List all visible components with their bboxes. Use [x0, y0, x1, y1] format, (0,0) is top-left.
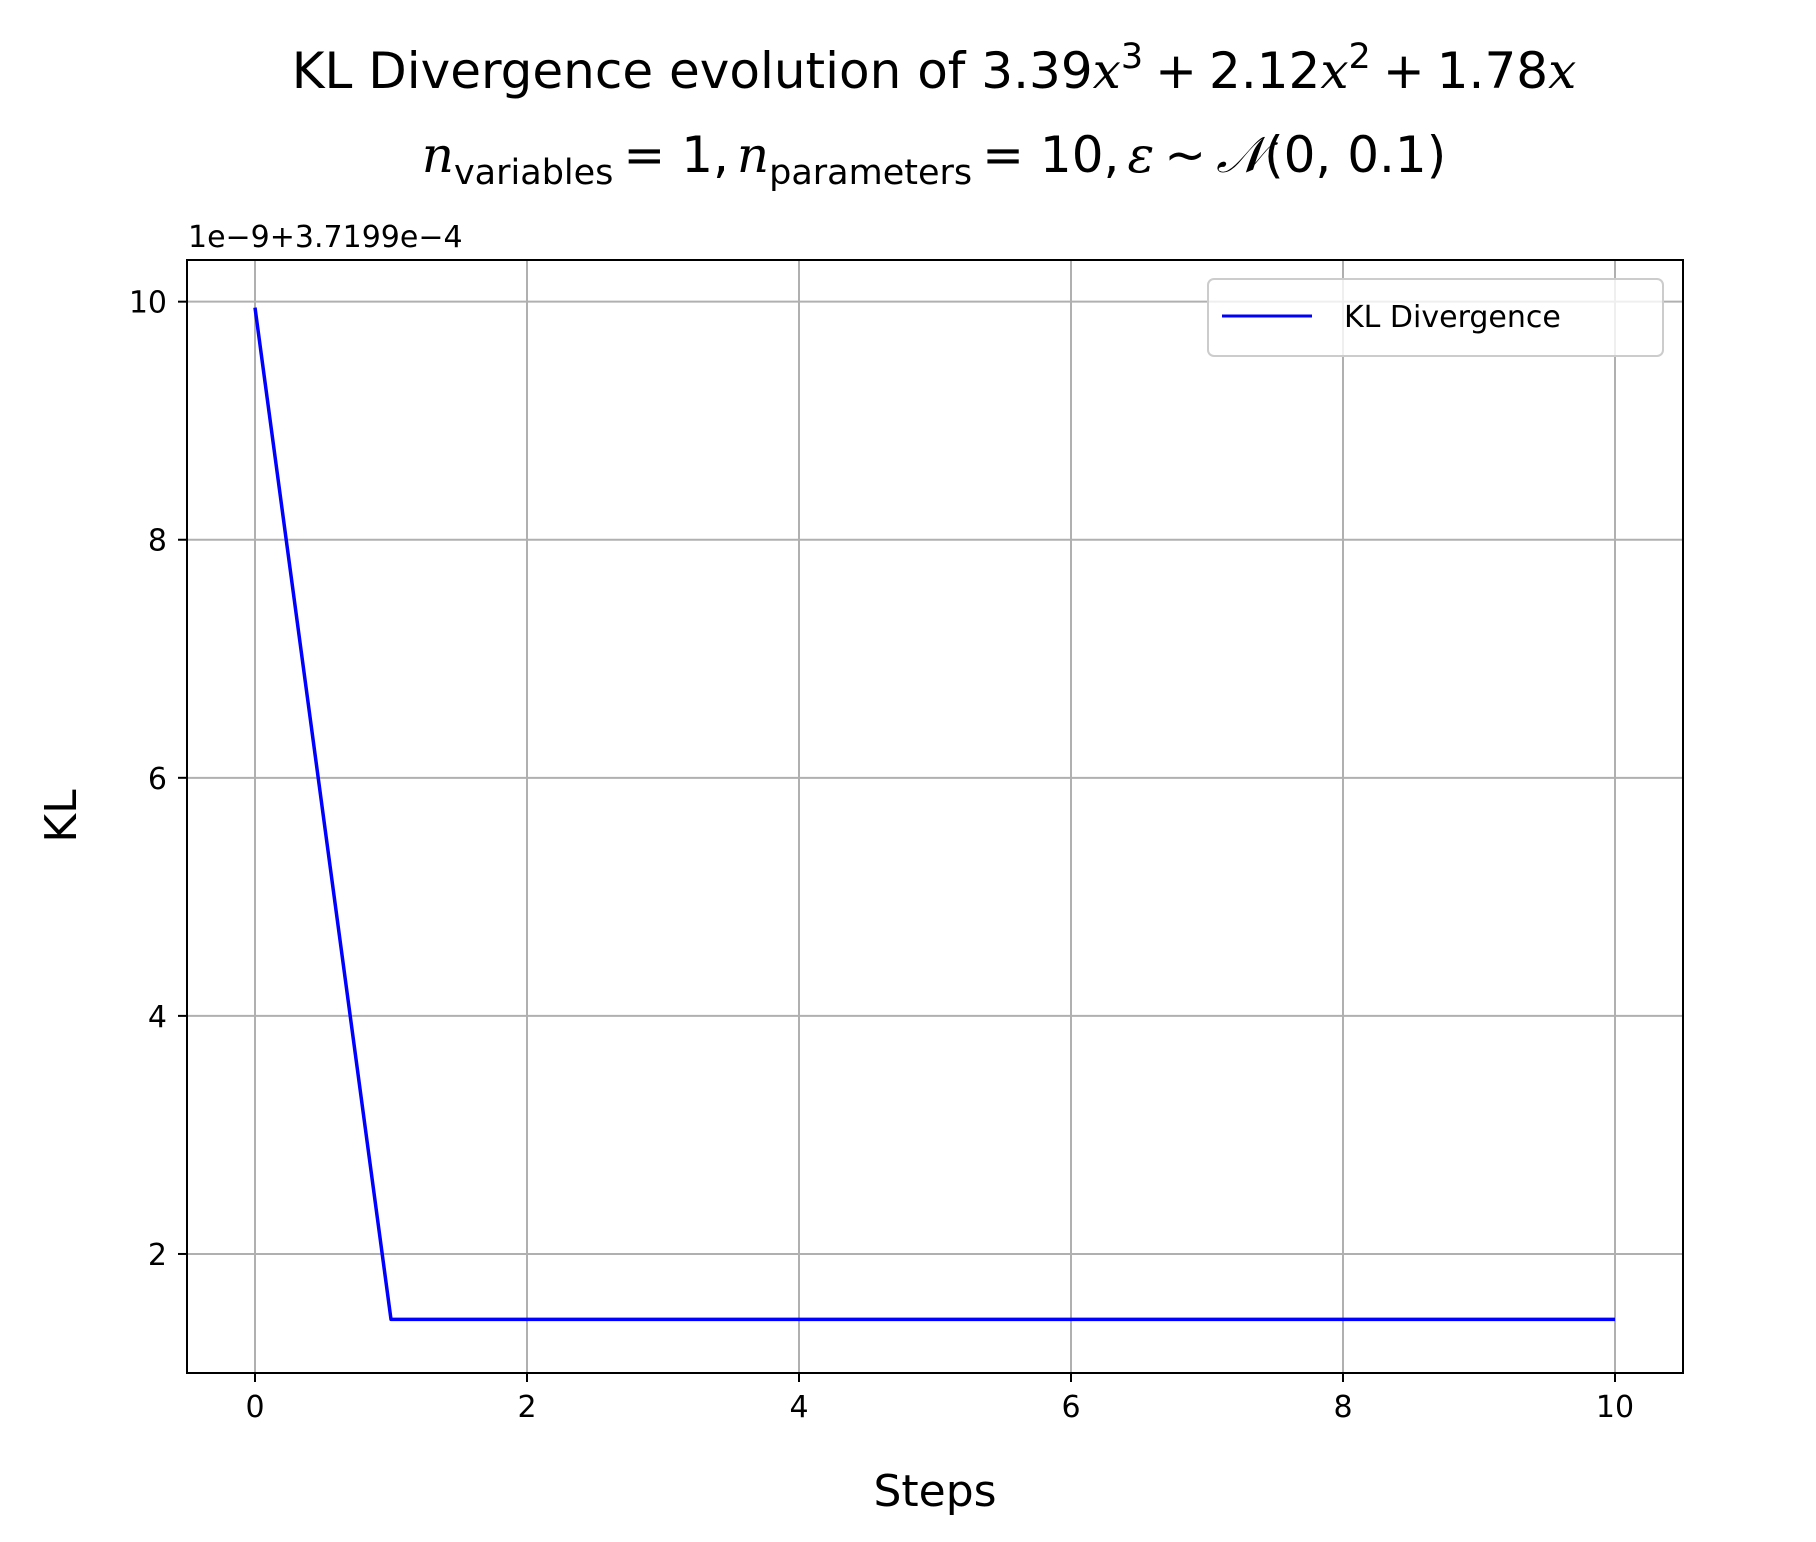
- y-axis-label: KL: [36, 789, 87, 843]
- chart-title-line-1: KL Divergence evolution of 3.39x3 +2.12x2…: [292, 37, 1577, 100]
- title-coef-3: 3.39: [981, 42, 1092, 100]
- title-sub-variables: variables: [454, 153, 613, 193]
- title-normal-args: (0, 0.1): [1264, 126, 1446, 184]
- legend-box: [1207, 278, 1664, 357]
- y-tick-label: 2: [148, 1238, 167, 1273]
- x-tick-label: 10: [1596, 1390, 1634, 1425]
- title-exp-3: 3: [1121, 37, 1143, 77]
- chart-title-line-2: nvariables = 1, nparameters = 10, ε ~ 𝒩(0, 0.1…: [422, 126, 1446, 193]
- x-tick-label: 2: [517, 1390, 536, 1425]
- x-tick-label: 8: [1333, 1390, 1352, 1425]
- title-var-1: x: [1548, 42, 1576, 100]
- title-epsilon: ε: [1127, 126, 1154, 184]
- x-tick-label: 6: [1061, 1390, 1080, 1425]
- y-tick-label: 10: [129, 286, 167, 321]
- title-coef-2: 2.12: [1209, 42, 1320, 100]
- axis-ticks: 0 2 4 6 8 10 2 4 6 8 10: [129, 286, 1634, 1425]
- series-line-kl-divergence: [253, 307, 1615, 1322]
- y-offset-label: 1e−9+3.7199e−4: [188, 220, 463, 255]
- title-tilde: ~: [1164, 126, 1206, 184]
- x-axis-label: Steps: [873, 1466, 996, 1517]
- title-plus-2: +: [1383, 42, 1425, 100]
- title-n-params: n: [737, 126, 769, 184]
- title-n-vars: n: [422, 126, 454, 184]
- title-coef-1: 1.78: [1437, 42, 1548, 100]
- legend-label-kl-divergence: KL Divergence: [1344, 300, 1561, 335]
- legend: KL Divergence: [1207, 278, 1664, 357]
- y-tick-label: 8: [148, 524, 167, 559]
- title-eq-1: = 1,: [623, 126, 729, 184]
- grid-lines: [187, 260, 1683, 1373]
- title-exp-2: 2: [1349, 37, 1371, 77]
- title-var-2: x: [1320, 42, 1348, 100]
- series-layer: [253, 307, 1615, 1322]
- axes-frame: [186, 259, 1684, 1374]
- y-tick-label: 6: [148, 762, 167, 797]
- x-tick-label: 4: [789, 1390, 808, 1425]
- title-var-3: x: [1093, 42, 1121, 100]
- title-sub-parameters: parameters: [769, 153, 972, 193]
- y-tick-label: 4: [148, 1000, 167, 1035]
- title-prefix: KL Divergence evolution of: [292, 42, 982, 100]
- title-eq-2: = 10,: [982, 126, 1119, 184]
- x-tick-label: 0: [245, 1390, 264, 1425]
- title-plus-1: +: [1155, 42, 1197, 100]
